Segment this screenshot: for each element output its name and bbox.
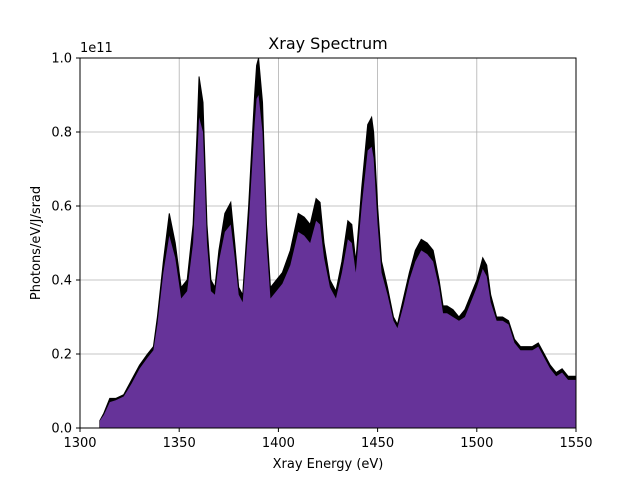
y-axis-ticks: 0.0 0.2 0.4 0.6 0.8 1.0 — [51, 52, 80, 437]
x-tick-label: 1300 — [63, 436, 96, 451]
spectrum-filled-area — [99, 95, 576, 428]
y-tick-label: 0.6 — [51, 200, 72, 215]
y-offset-label: 1e11 — [80, 41, 113, 56]
y-tick-label: 0.2 — [51, 348, 72, 363]
y-tick-label: 1.0 — [51, 52, 72, 67]
y-axis-label: Photons/eV/J/srad — [29, 186, 44, 300]
y-tick-label: 0.8 — [51, 126, 72, 141]
x-tick-label: 1550 — [559, 436, 592, 451]
x-axis-ticks: 1300 1350 1400 1450 1500 1550 — [63, 428, 593, 451]
x-tick-label: 1500 — [460, 436, 493, 451]
x-axis-label: Xray Energy (eV) — [273, 457, 384, 472]
x-tick-label: 1350 — [163, 436, 196, 451]
plot-frame — [79, 57, 577, 429]
x-tick-label: 1400 — [262, 436, 295, 451]
y-tick-label: 0.4 — [51, 274, 72, 289]
x-tick-label: 1450 — [361, 436, 394, 451]
y-tick-label: 0.0 — [51, 422, 72, 437]
chart-title: Xray Spectrum — [268, 34, 387, 53]
